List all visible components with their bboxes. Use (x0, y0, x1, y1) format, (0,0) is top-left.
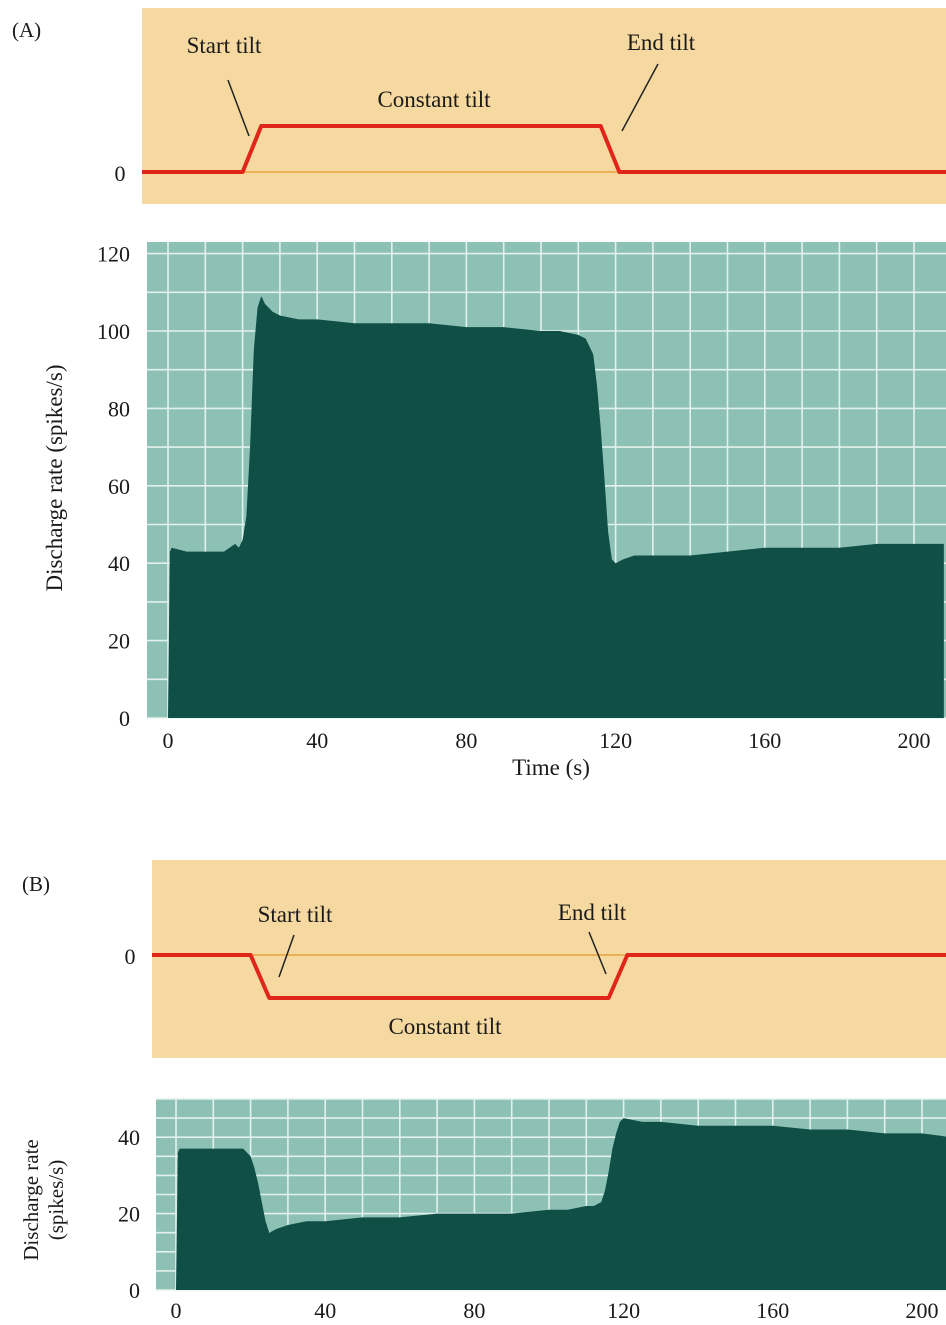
start-tilt-label-b: Start tilt (258, 902, 333, 927)
tilt-trace-a (142, 124, 946, 174)
x-tick-label: 80 (455, 728, 477, 753)
y-tick-label: 80 (108, 396, 130, 421)
tilt-panel-a-bg (142, 8, 946, 204)
tilt-diagram-b: 0 Start tilt End tilt Constant tilt (125, 860, 946, 1058)
discharge-area (176, 1118, 946, 1290)
end-tilt-pointer-a (621, 63, 659, 132)
y-tick-label: 40 (108, 551, 130, 576)
constant-tilt-label-a: Constant tilt (377, 87, 491, 112)
y-tick-label: 60 (108, 474, 130, 499)
tilt-panel-b-bg (152, 860, 946, 1058)
x-tick-label: 160 (748, 728, 781, 753)
end-tilt-label-b: End tilt (558, 900, 627, 925)
y-tick-label: 120 (97, 242, 130, 267)
y-tick-label: 40 (118, 1125, 140, 1150)
panel-a-letter: (A) (12, 18, 41, 42)
x-tick-label: 40 (306, 728, 328, 753)
x-tick-label: 200 (906, 1298, 939, 1323)
panel-b: (B) 0 Start tilt End tilt Constant tilt … (19, 860, 946, 1323)
x-tick-label: 40 (314, 1298, 336, 1323)
x-tick-label: 120 (599, 728, 632, 753)
panel-b-letter: (B) (22, 872, 50, 896)
y-tick-label: 20 (108, 629, 130, 654)
start-tilt-label-a: Start tilt (187, 33, 262, 58)
end-tilt-pointer-b (588, 931, 607, 975)
tilt-trace-b (152, 953, 946, 1000)
start-tilt-pointer-b (278, 934, 295, 978)
x-tick-label: 0 (163, 728, 174, 753)
y-tick-label: 20 (118, 1202, 140, 1227)
constant-tilt-label-b: Constant tilt (388, 1014, 502, 1039)
y-axis-label-a: Discharge rate (spikes/s) (42, 365, 67, 592)
discharge-chart-b: 0 40 80 120 160 200 0 20 40 (118, 1098, 946, 1323)
x-axis-label-a: Time (s) (512, 755, 590, 780)
discharge-area (168, 296, 944, 718)
y-axis-label-b: Discharge rate(spikes/s) (19, 1139, 68, 1260)
x-tick-label: 0 (171, 1298, 182, 1323)
y-tick-label: 100 (97, 319, 130, 344)
y-tick-label: 0 (129, 1278, 140, 1303)
tilt-zero-label-b: 0 (125, 944, 136, 969)
x-tick-label: 120 (607, 1298, 640, 1323)
tilt-diagram-a: 0 Start tilt End tilt Constant tilt (115, 8, 946, 204)
tilt-zero-label-a: 0 (115, 161, 126, 186)
end-tilt-label-a: End tilt (627, 30, 696, 55)
panel-a: (A) 0 Start tilt End tilt Constant tilt … (12, 8, 946, 780)
x-tick-label: 200 (898, 728, 931, 753)
y-tick-label: 0 (119, 706, 130, 731)
x-tick-label: 160 (756, 1298, 789, 1323)
start-tilt-pointer-a (227, 79, 250, 137)
discharge-chart-a: 0 40 80 120 160 200 0 20 40 60 80 100 120 (97, 242, 946, 753)
x-tick-label: 80 (463, 1298, 485, 1323)
